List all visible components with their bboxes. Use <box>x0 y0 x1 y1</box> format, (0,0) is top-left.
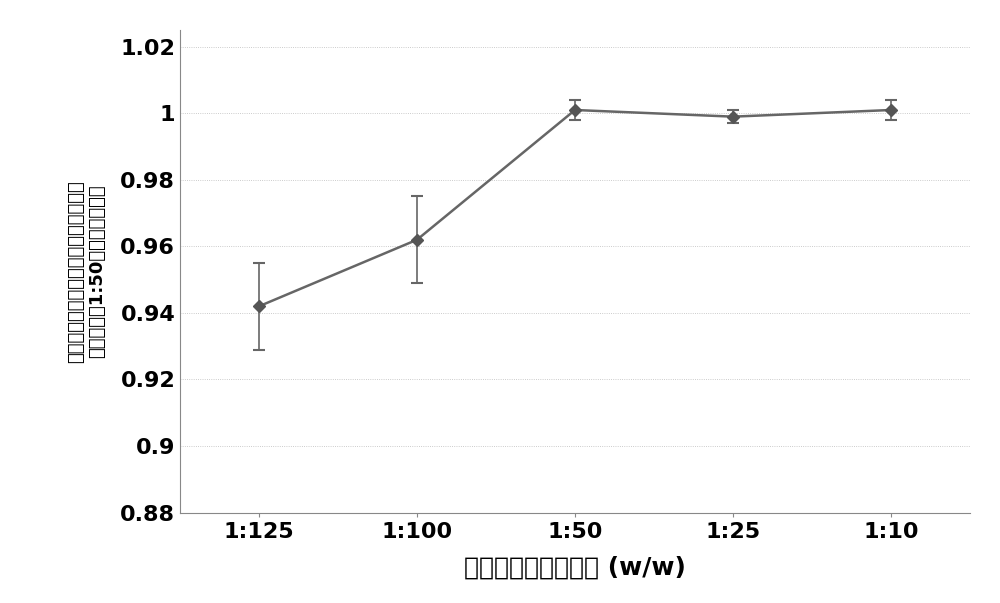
Y-axis label: 不同胰蛋白酶与蛋白质量比的酶解效与
二者之比为1:50的酶解效率之比: 不同胰蛋白酶与蛋白质量比的酶解效与 二者之比为1:50的酶解效率之比 <box>67 180 106 363</box>
X-axis label: 胰蛋白酶与蛋白比例 (w/w): 胰蛋白酶与蛋白比例 (w/w) <box>464 555 686 579</box>
